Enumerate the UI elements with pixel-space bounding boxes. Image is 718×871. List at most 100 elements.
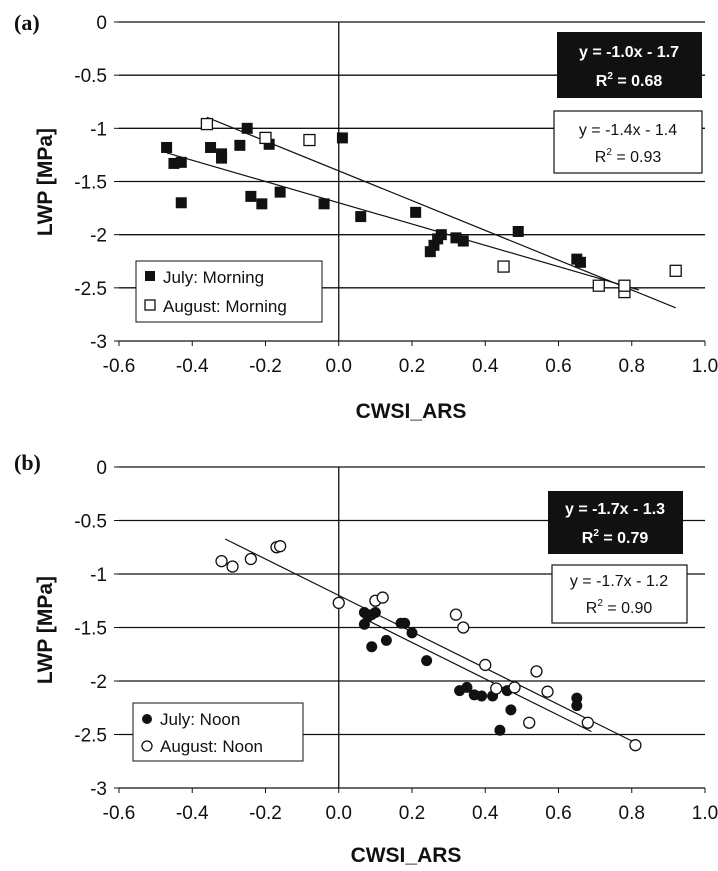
panel-a-y-tick-label: -0.5: [74, 66, 107, 87]
panel-b-july-noon-point: [571, 700, 583, 712]
panel-b-august-noon-point: [226, 560, 239, 573]
panel-b-august-noon-point: [541, 685, 554, 698]
panel-b: (b) LWP [MPa] CWSI_ARS 0 -0.5 -1 -1.5 -2 -2.5…: [14, 450, 718, 867]
panel-a-july-morning-point: [234, 139, 246, 151]
panel-b-july-equation: y = -1.7x - 1.3: [565, 501, 665, 518]
panel-b-label: (b): [14, 450, 41, 475]
panel-b-x-tick-label: 0.8: [619, 803, 645, 824]
panel-a-july-morning-point: [450, 232, 462, 244]
panel-a-x-tick-label: -0.6: [103, 356, 136, 377]
panel-a-x-axis-title: CWSI_ARS: [356, 400, 467, 423]
panel-a-august-morning-point: [259, 131, 272, 145]
panel-a-july-morning-point: [574, 256, 586, 268]
panel-b-trendline-july: [364, 618, 592, 733]
panel-a-equation-box-august: y = -1.4x - 1.4 R2 = 0.93: [553, 110, 703, 174]
panel-a-july-morning-point: [435, 229, 447, 241]
panel-b-july-noon-point: [406, 627, 418, 639]
panel-b-august-noon-point: [273, 540, 287, 553]
panel-a-legend: July: Morning August: Morning: [135, 260, 323, 323]
panel-a-y-tick-label: -1: [90, 119, 107, 140]
panel-b-july-noon-point: [505, 704, 517, 716]
panel-a-august-morning-point: [592, 279, 605, 292]
panel-a-july-morning-point: [263, 138, 275, 150]
panel-a-x-tick-label: -0.2: [249, 356, 282, 377]
panel-b-august-noon-point: [244, 552, 258, 566]
panel-b-august-noon-point: [523, 716, 536, 729]
panel-a-trendline-august: [206, 116, 676, 309]
panel-b-august-noon-point: [376, 591, 389, 604]
panel-a-july-morning-point: [355, 211, 367, 223]
panel-a-july-morning-point: [457, 235, 469, 247]
panel-a-y-tick-label: -2.5: [74, 279, 107, 300]
panel-a-july-morning-point: [256, 198, 268, 210]
panel-a-august-equation: y = -1.4x - 1.4: [579, 122, 677, 139]
panel-a-x-tick-label: 0.2: [399, 356, 425, 377]
panel-b-y-tick-label: -2.5: [74, 726, 107, 747]
panel-b-august-equation: y = -1.7x - 1.2: [570, 573, 668, 590]
panel-a-x-tick-label: 0.6: [545, 356, 571, 377]
panel-a-august-morning-point: [200, 117, 214, 131]
panel-b-x-axis-title: CWSI_ARS: [351, 844, 462, 867]
panel-a: (a) LWP [MPa] CWSI_ARS 0 -0.5 -1 -1.5 -2 -2.5…: [14, 10, 718, 423]
panel-a-july-morning-point: [512, 225, 524, 237]
panel-b-legend: July: Noon August: Noon: [132, 702, 304, 762]
panel-a-july-r2: R2 = 0.68: [596, 71, 663, 90]
panel-a-x-tick-label: 0.0: [326, 356, 352, 377]
panel-b-august-noon-point: [490, 682, 503, 695]
legend-july-morning-label: July: Morning: [163, 268, 264, 287]
legend-july-noon-marker: [142, 714, 152, 724]
panel-b-x-tick-label: 0.2: [399, 803, 425, 824]
panel-a-august-r2: R2 = 0.93: [595, 147, 662, 166]
panel-b-y-tick-label: -0.5: [74, 512, 107, 533]
panel-b-august-noon-point: [629, 739, 642, 752]
legend-august-morning-marker: [144, 299, 156, 311]
panel-b-august-r2: R2 = 0.90: [586, 598, 653, 617]
panel-a-july-morning-point: [424, 246, 436, 258]
panel-b-july-noon-point: [399, 617, 411, 629]
legend-august-morning-label: August: Morning: [163, 297, 287, 316]
panel-a-x-tick-label: 1.0: [692, 356, 718, 377]
panel-b-july-noon-point: [476, 690, 488, 702]
panel-a-august-morning-point: [303, 133, 316, 147]
panel-a-x-tick-label: -0.4: [176, 356, 209, 377]
panel-b-august-noon-point: [449, 608, 463, 621]
panel-b-x-tick-label: 1.0: [692, 803, 718, 824]
panel-b-july-r2: R2 = 0.79: [582, 528, 649, 547]
panel-b-equation-box-july: y = -1.7x - 1.3 R2 = 0.79: [548, 491, 683, 554]
panel-b-y-tick-label: 0: [96, 458, 107, 479]
panel-b-equation-box-august: y = -1.7x - 1.2 R2 = 0.90: [551, 564, 688, 624]
panel-a-x-tick-label: 0.4: [472, 356, 499, 377]
panel-a-july-morning-point: [161, 141, 173, 153]
panel-a-august-morning-point: [497, 260, 510, 273]
panel-a-equation-box-july: y = -1.0x - 1.7 R2 = 0.68: [557, 32, 702, 98]
panel-a-y-tick-label: 0: [96, 13, 107, 34]
panel-b-august-noon-point: [332, 596, 345, 610]
panel-b-july-noon-point: [421, 655, 433, 667]
panel-a-july-morning-point: [428, 239, 440, 251]
panel-a-july-morning-point: [241, 122, 253, 134]
legend-july-morning-marker: [145, 271, 155, 281]
legend-july-noon-label: July: Noon: [160, 710, 240, 729]
panel-a-july-morning-point: [216, 148, 228, 160]
panel-a-august-morning-point: [669, 264, 682, 277]
panel-a-july-morning-point: [245, 190, 257, 202]
panel-a-august-morning-point: [618, 279, 631, 292]
panel-a-july-morning-point: [168, 157, 180, 169]
panel-b-july-noon-point: [494, 724, 506, 736]
panel-a-july-morning-point: [410, 206, 422, 218]
panel-b-y-axis-title: LWP [MPa]: [34, 576, 57, 684]
panel-b-y-tick-label: -1.5: [74, 619, 107, 640]
panel-b-y-tick-label: -3: [90, 779, 107, 800]
panel-a-july-morning-point: [175, 197, 187, 209]
panel-b-x-tick-label: -0.2: [249, 803, 282, 824]
panel-a-y-axis-title: LWP [MPa]: [34, 128, 57, 236]
panel-b-august-noon-point: [215, 555, 228, 568]
panel-a-july-morning-point: [318, 198, 330, 210]
panel-a-y-tick-label: -3: [90, 332, 107, 353]
panel-a-trendline-july: [166, 152, 640, 291]
panel-b-august-noon-point: [530, 665, 543, 678]
panel-a-plot: 0 -0.5 -1 -1.5 -2 -2.5 -3 -0.6 -0.4 -0.2 0.0 0.2 0.4…: [74, 13, 718, 377]
panel-b-x-tick-label: 0.4: [472, 803, 499, 824]
panel-b-y-tick-label: -1: [90, 565, 107, 586]
